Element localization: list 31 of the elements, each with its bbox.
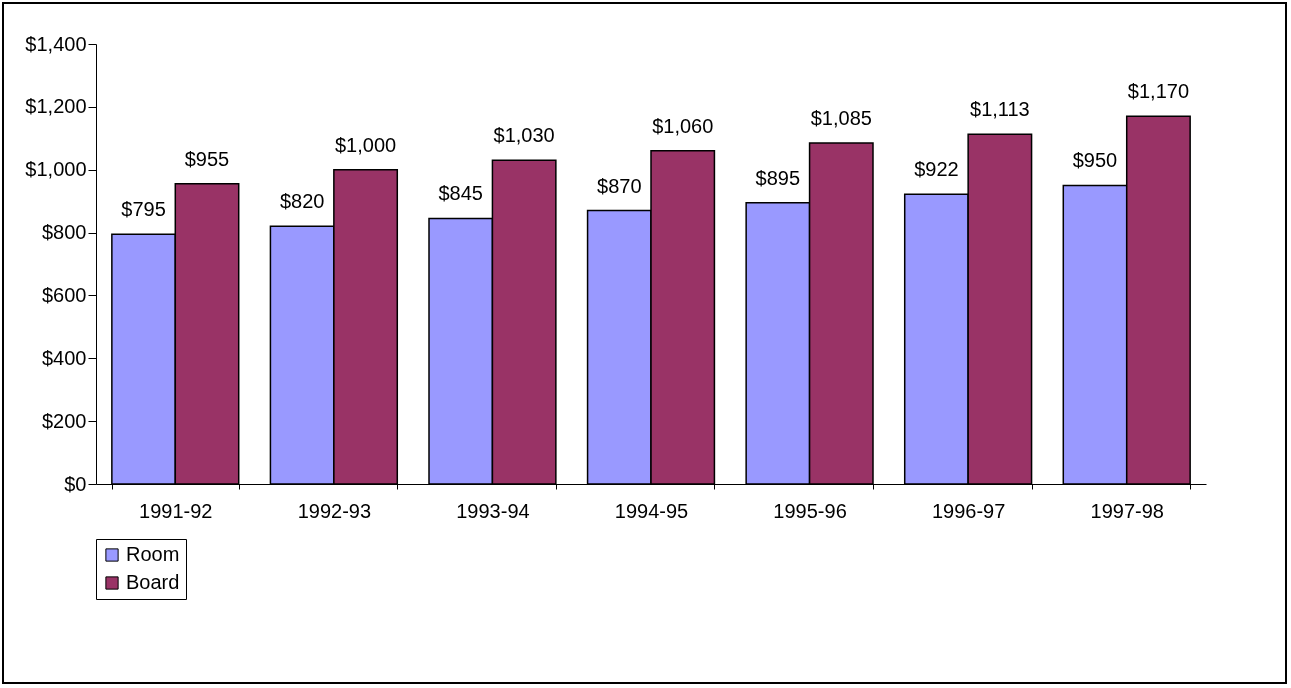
data-label: $895 bbox=[755, 166, 801, 189]
legend-label: Room bbox=[126, 543, 180, 565]
data-label: $1,030 bbox=[493, 124, 555, 147]
y-tick-label: $800 bbox=[42, 221, 87, 244]
data-label: $950 bbox=[1072, 149, 1118, 172]
y-tick-label: $200 bbox=[42, 409, 87, 432]
data-label: $795 bbox=[121, 198, 166, 221]
x-tick-label: 1996-97 bbox=[931, 499, 1006, 522]
x-tick-label: 1995-96 bbox=[773, 499, 847, 522]
data-label: $845 bbox=[438, 182, 483, 205]
y-tick-label: $600 bbox=[42, 283, 87, 306]
x-tick-label: 1993-94 bbox=[456, 499, 530, 522]
x-tick-label: 1994-95 bbox=[614, 499, 689, 522]
legend-label: Board bbox=[126, 571, 180, 593]
y-tick-label: $1,400 bbox=[25, 32, 87, 55]
x-tick-label: 1992-93 bbox=[297, 499, 372, 522]
data-label: $1,060 bbox=[652, 114, 714, 137]
data-label: $870 bbox=[597, 174, 642, 197]
y-tick-label: $1,000 bbox=[25, 158, 87, 181]
data-label: $1,000 bbox=[334, 133, 397, 156]
y-tick-label: $1,200 bbox=[25, 95, 87, 118]
data-label: $1,170 bbox=[1127, 80, 1190, 103]
y-tick-label: $0 bbox=[64, 472, 87, 495]
y-tick-label: $400 bbox=[42, 346, 87, 369]
data-label: $955 bbox=[184, 147, 230, 170]
data-label: $922 bbox=[914, 158, 959, 181]
data-label: $820 bbox=[279, 190, 325, 213]
x-tick-label: 1991-92 bbox=[139, 499, 213, 522]
data-label: $1,113 bbox=[970, 98, 1030, 121]
x-tick-label: 1997-98 bbox=[1090, 499, 1164, 522]
data-label: $1,085 bbox=[810, 107, 872, 129]
